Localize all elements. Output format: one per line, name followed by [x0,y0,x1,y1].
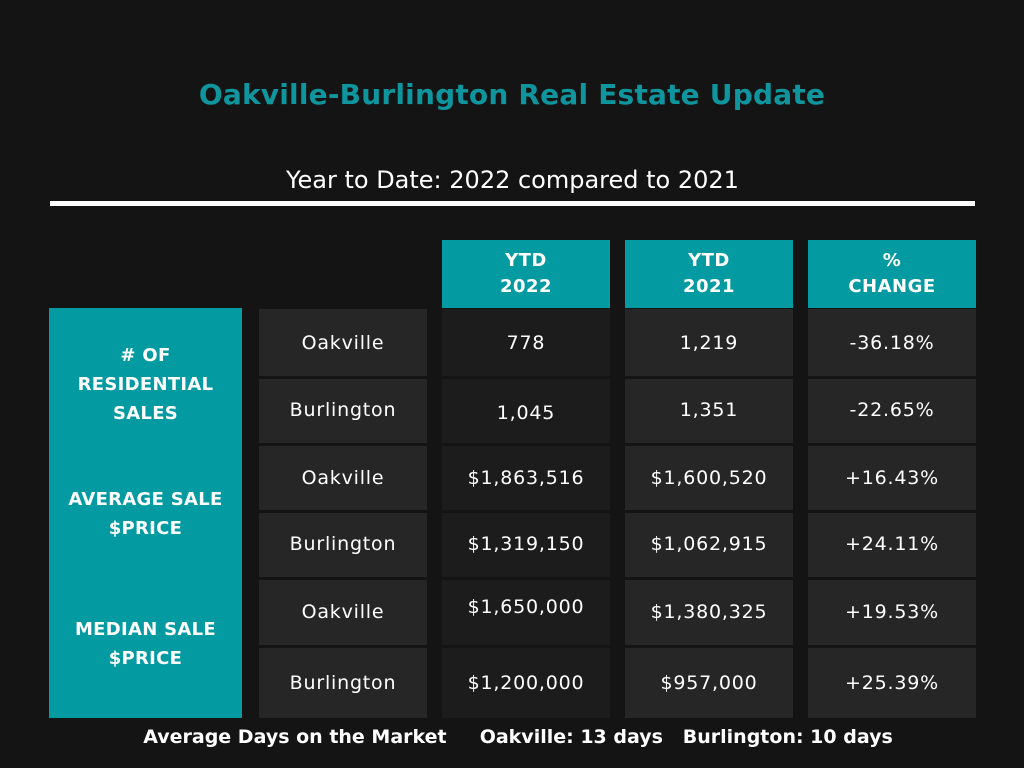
metric-average-sale-price: AVERAGE SALE $PRICE [49,485,242,543]
cell-text: $1,380,325 [650,601,768,623]
cell-text: $1,650,000 [467,596,585,618]
column-header-line: 2022 [499,276,553,297]
column-header-line: YTD [505,250,547,271]
column-header-line: % [882,250,902,271]
title-rule [50,201,975,206]
table-cell-city: Oakville [259,580,427,645]
cell-text: -22.65% [849,399,935,421]
cell-text: $1,863,516 [467,467,585,489]
metric-median-sale-price: MEDIAN SALE $PRICE [49,615,242,673]
table-cell-ytd-2021: $1,600,520 [625,446,793,510]
table-cell-ytd-2021: $1,062,915 [625,513,793,577]
page-title: Oakville-Burlington Real Estate Update [198,78,826,111]
metric-line: # OF [120,345,171,366]
footer-spacer [663,726,683,748]
footer-oakville: Oakville: 13 days [479,726,663,748]
table-cell-ytd-2022: $1,319,150 [442,513,610,577]
metric-line: SALES [112,403,179,424]
cell-text: 1,045 [496,402,556,424]
table-cell-city: Burlington [259,379,427,443]
cell-text: Oakville [301,332,385,354]
cell-text: Oakville [301,601,385,623]
column-header-line: YTD [688,250,730,271]
cell-text: 1,351 [679,399,739,421]
table-cell-ytd-2021: 1,351 [625,379,793,443]
column-header-ytd-2022: YTD 2022 [442,240,610,308]
table-cell-city: Oakville [259,309,427,376]
cell-text: +19.53% [845,601,939,623]
metric-line: $PRICE [108,648,183,669]
column-header-line: CHANGE [848,276,936,297]
cell-text: $1,200,000 [467,672,585,694]
table-cell-ytd-2021: 1,219 [625,309,793,376]
metric-residential-sales: # OF RESIDENTIAL SALES [49,341,242,428]
cell-text: Burlington [289,399,397,421]
cell-text: $1,319,150 [467,533,585,555]
table-cell-change: +19.53% [808,580,976,645]
table-cell-change: +25.39% [808,648,976,718]
table-cell-ytd-2022: 778 [442,309,610,376]
table-cell-change: -36.18% [808,309,976,376]
cell-text: $1,600,520 [650,467,768,489]
cell-text: 778 [506,332,546,354]
footer-label: Average Days on the Market [143,726,447,748]
cell-text: -36.18% [849,332,935,354]
column-header-change: % CHANGE [808,240,976,308]
table-cell-ytd-2022: $1,650,000 [442,580,610,645]
column-header-line: 2021 [682,276,736,297]
table-cell-city: Oakville [259,446,427,510]
cell-text: $957,000 [660,672,758,694]
cell-text: +25.39% [845,672,939,694]
metric-line: $PRICE [108,518,183,539]
table-cell-change: +16.43% [808,446,976,510]
cell-text: $1,062,915 [650,533,768,555]
table-cell-change: +24.11% [808,513,976,577]
table-cell-ytd-2022: $1,863,516 [442,446,610,510]
table-cell-ytd-2022: $1,200,000 [442,648,610,718]
metric-line: AVERAGE SALE [68,489,223,510]
footer-days-on-market: Average Days on the Market Oakville: 13 … [6,726,1024,748]
table-cell-ytd-2021: $957,000 [625,648,793,718]
metric-line: MEDIAN SALE [74,619,217,640]
table-cell-change: -22.65% [808,379,976,443]
cell-text: +24.11% [845,533,939,555]
cell-text: +16.43% [845,467,939,489]
cell-text: Burlington [289,533,397,555]
table-cell-ytd-2022: 1,045 [442,379,610,443]
table-cell-ytd-2021: $1,380,325 [625,580,793,645]
footer-burlington: Burlington: 10 days [682,726,893,748]
metric-line: RESIDENTIAL [77,374,214,395]
table-cell-city: Burlington [259,513,427,577]
column-header-ytd-2021: YTD 2021 [625,240,793,308]
table-cell-city: Burlington [259,648,427,718]
metric-band [49,308,242,718]
cell-text: Oakville [301,467,385,489]
cell-text: 1,219 [679,332,739,354]
cell-text: Burlington [289,672,397,694]
page-subtitle: Year to Date: 2022 compared to 2021 [286,166,739,194]
footer-spacer [447,726,480,748]
